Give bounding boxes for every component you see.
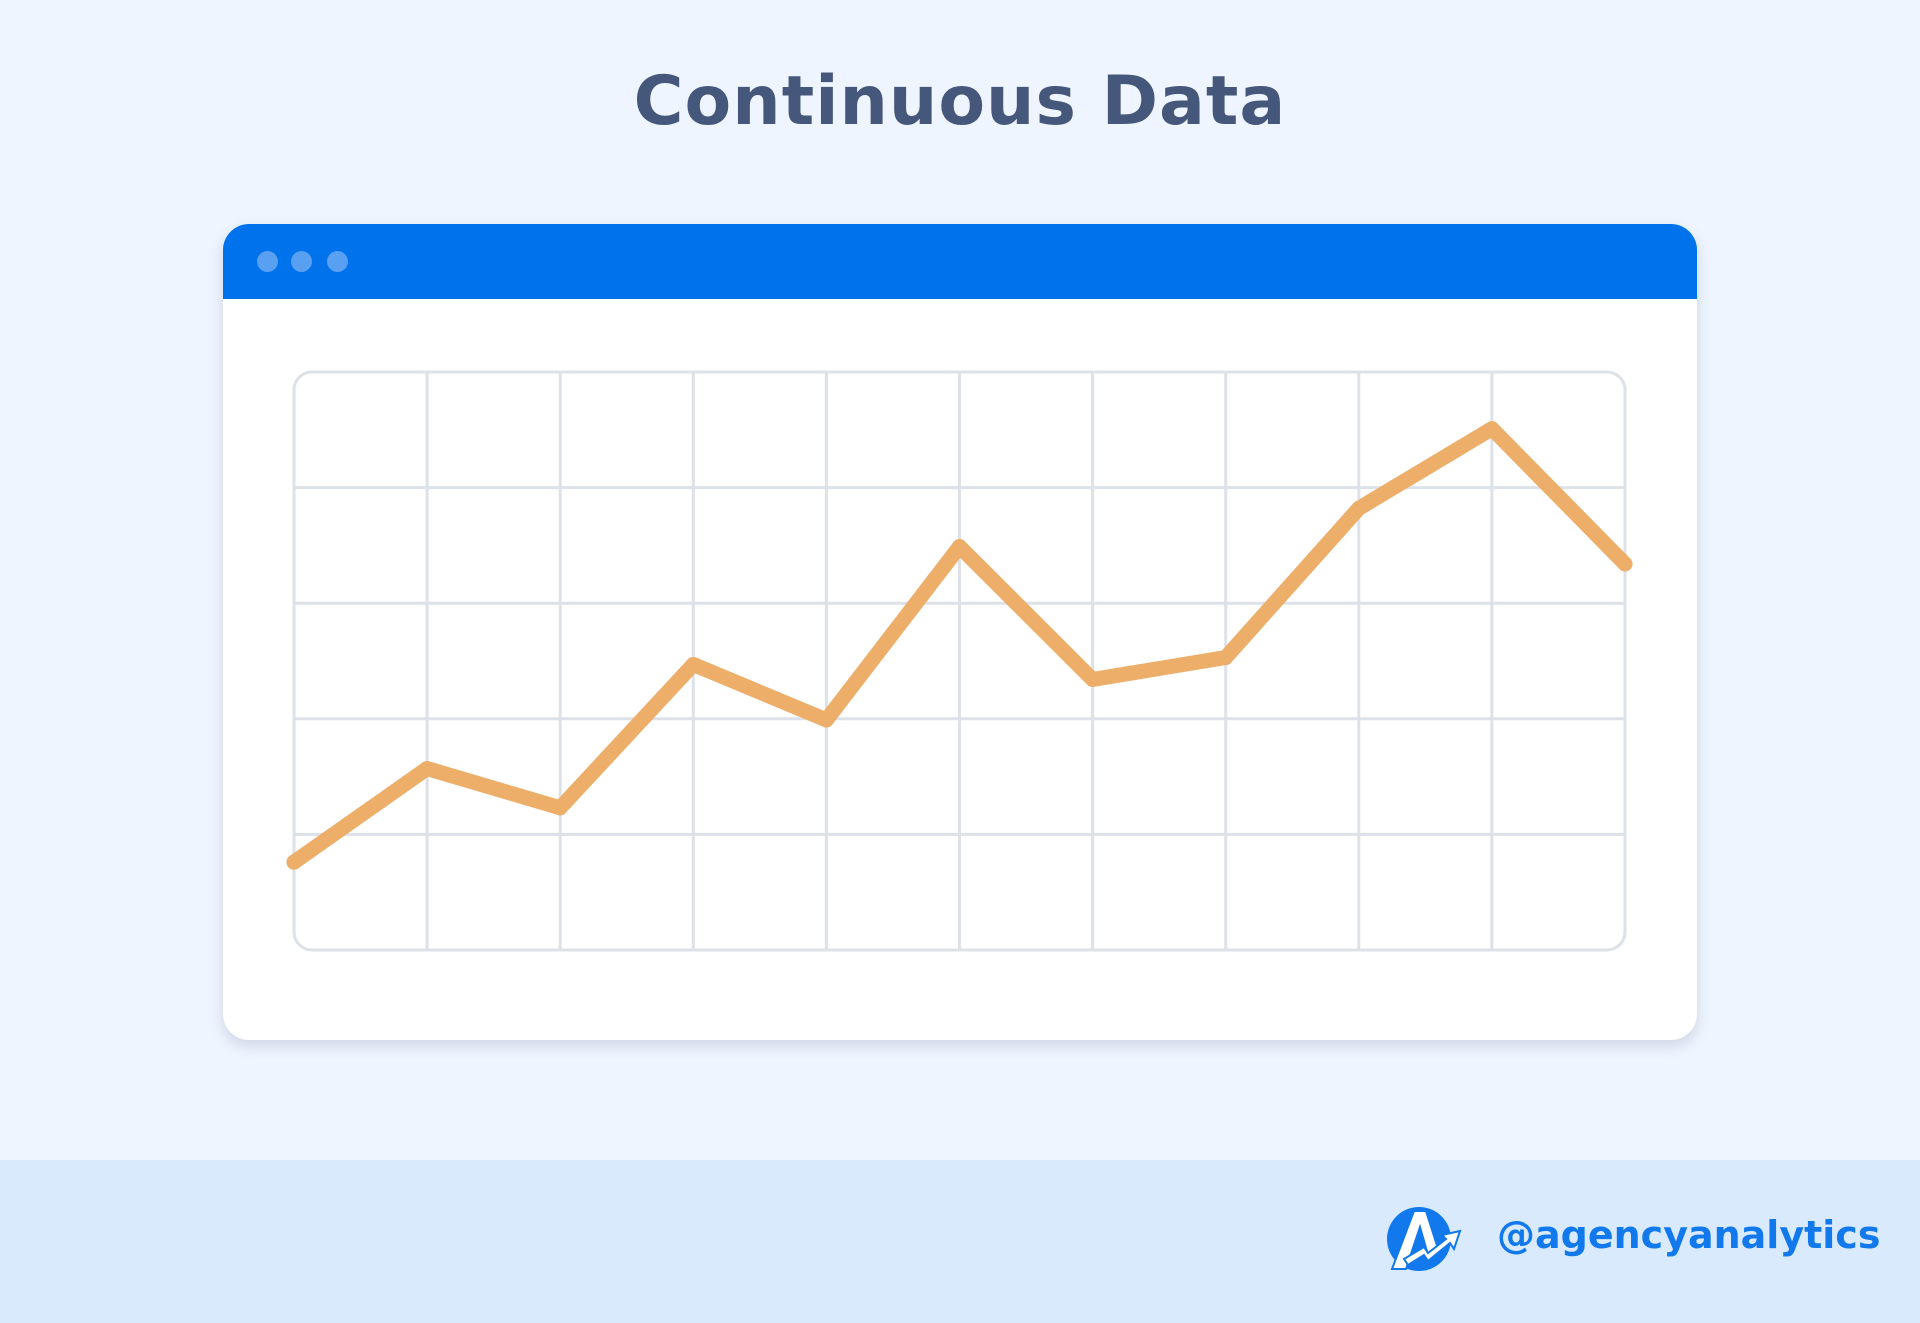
data-point: [286, 854, 302, 870]
social-handle: @agencyanalytics: [1497, 1213, 1881, 1257]
window-dot-icon: [257, 251, 278, 272]
window-dot-icon: [291, 251, 312, 272]
footer-band: [0, 1160, 1920, 1323]
agencyanalytics-logo-icon: [1387, 1207, 1462, 1271]
window-dot-icon: [327, 251, 348, 272]
data-point: [685, 656, 701, 672]
window-title-bar: [223, 224, 1697, 299]
data-point: [552, 800, 568, 816]
data-point: [1617, 556, 1633, 572]
data-point: [952, 539, 967, 555]
data-point: [1484, 421, 1500, 437]
data-point: [1351, 500, 1367, 516]
data-point: [1218, 650, 1234, 666]
data-point: [1085, 671, 1101, 687]
data-point: [818, 712, 834, 728]
page-title: Continuous Data: [633, 62, 1287, 141]
plot-frame: [292, 370, 1627, 952]
data-point: [419, 761, 435, 777]
